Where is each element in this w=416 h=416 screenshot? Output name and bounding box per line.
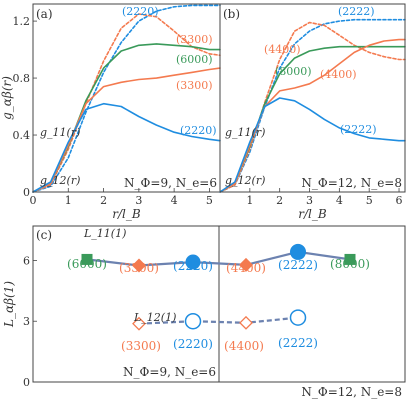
x-axis-label: r/l_B — [298, 207, 327, 221]
series-label: (2222) — [340, 123, 377, 136]
x-tick-label: 1 — [65, 194, 72, 207]
data-point-circle-open — [289, 309, 307, 326]
series-line-3 — [219, 38, 406, 193]
series-line-0 — [32, 4, 221, 193]
category-label: (6000) — [67, 257, 107, 271]
series-label: (2222) — [338, 5, 375, 18]
data-point-circle — [290, 243, 306, 260]
series-connector-1 — [138, 316, 299, 325]
x-tick-label: 1 — [246, 194, 253, 207]
panel-c: 0 3 6 (6000) (3300) (2220) (4400) (2222) (8000) (… — [2, 225, 406, 399]
category-label: (4400) — [226, 261, 266, 275]
y-tick-label: 0.4 — [13, 129, 31, 142]
category-label-lower: (3300) — [121, 339, 161, 353]
data-point-circle — [185, 254, 201, 270]
series-line-2 — [219, 45, 406, 193]
category-label: (3300) — [119, 261, 159, 275]
y-tick-label: 0.8 — [13, 72, 31, 85]
params-left: N_Φ=9, N_e=6 — [123, 365, 216, 379]
x-tick-label: 4 — [171, 194, 178, 207]
series-label: (3300) — [176, 33, 213, 46]
category-label-lower: (2220) — [173, 337, 213, 351]
data-point-square — [81, 253, 93, 265]
y-axis-label: g_αβ(r) — [0, 76, 14, 120]
params-label: N_Φ=9, N_e=6 — [124, 176, 217, 190]
x-tick-label: 5 — [366, 194, 373, 207]
y-tick-label: 0 — [23, 186, 30, 199]
data-point-diamond — [239, 257, 253, 272]
y-tick-label: 0 — [23, 376, 30, 389]
category-label-lower: (2222) — [278, 336, 318, 350]
y-tick-label: 1.2 — [13, 15, 31, 28]
series-name: L_12(1) — [133, 311, 176, 324]
data-point-square — [344, 253, 356, 265]
series-label: (2220) — [122, 5, 159, 18]
category-label: (2222) — [278, 258, 318, 272]
x-tick-label: 2 — [276, 194, 283, 207]
panel-label: (a) — [36, 7, 53, 21]
curve-label: g_12(r) — [225, 174, 265, 187]
series-label: (6000) — [176, 53, 213, 66]
x-tick-label: 3 — [135, 194, 142, 207]
panel-b: 1 2 3 4 5 6 (b) (2222) (4400) (8000) (4400) (2222) g… — [219, 3, 406, 221]
panel-label: (c) — [36, 228, 52, 242]
x-tick-label: 6 — [396, 194, 403, 207]
curve-label: g_11(r) — [40, 126, 80, 139]
series-line-3 — [32, 67, 221, 193]
category-label: (8000) — [330, 257, 370, 271]
data-point-diamond-open — [132, 316, 146, 331]
series-label: (4400) — [320, 68, 357, 81]
x-tick-label: 4 — [336, 194, 343, 207]
params-right: N_Φ=12, N_e=8 — [301, 385, 402, 399]
series-label: (4400) — [264, 43, 301, 56]
series-line-4 — [219, 97, 406, 193]
series-label: (2220) — [180, 124, 217, 137]
x-axis-label: r/l_B — [112, 207, 141, 221]
x-tick-label: 3 — [306, 194, 313, 207]
data-point-diamond — [132, 258, 146, 273]
series-label: (8000) — [275, 65, 312, 78]
series-label: (3300) — [176, 79, 213, 92]
x-tick-label: 0 — [30, 194, 37, 207]
y-axis-label: L_αβ(1) — [2, 281, 16, 328]
panel-a: 0 1 2 3 4 5 0 0.4 0.8 1.2 (a) (2220) (3300) (6000) (33… — [0, 3, 221, 221]
category-label: (2220) — [173, 259, 213, 273]
plot-frame — [219, 3, 406, 193]
y-tick-label: 6 — [23, 254, 30, 267]
curve-label: g_12(r) — [40, 174, 80, 187]
x-tick-label: 2 — [100, 194, 107, 207]
data-point-diamond-open — [239, 315, 253, 330]
series-line-1 — [219, 21, 406, 193]
series-line-4 — [32, 102, 221, 193]
params-label: N_Φ=12, N_e=8 — [301, 176, 402, 190]
x-tick-label: 5 — [206, 194, 213, 207]
data-point-circle-open — [184, 312, 202, 330]
series-connector-0 — [86, 250, 351, 267]
series-line-0 — [219, 18, 406, 193]
series-name: L_11(1) — [83, 227, 126, 240]
panel-label: (b) — [223, 7, 240, 21]
curve-label: g_11(r) — [225, 126, 265, 139]
y-tick-label: 3 — [23, 315, 30, 328]
category-label-lower: (4400) — [224, 339, 264, 353]
